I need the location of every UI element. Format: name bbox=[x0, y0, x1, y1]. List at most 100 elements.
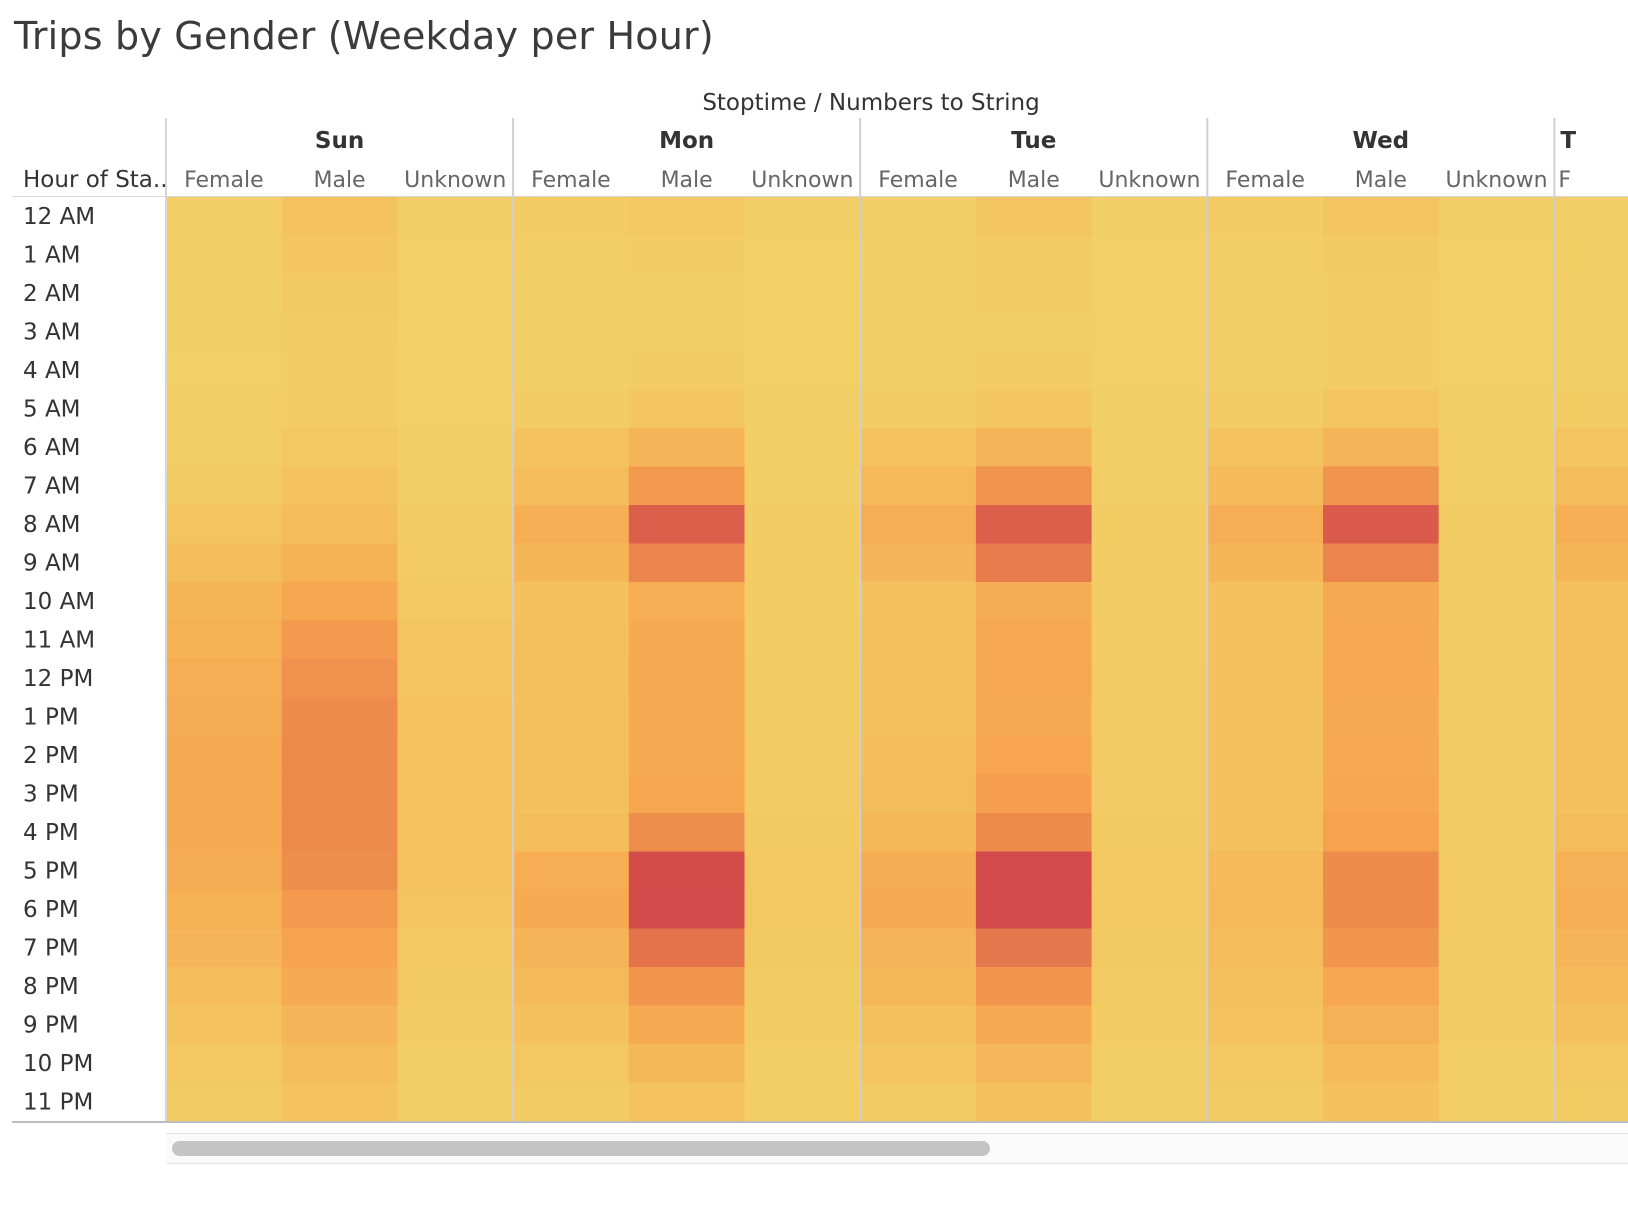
heatmap-cell[interactable] bbox=[1438, 274, 1555, 314]
heatmap-cell[interactable] bbox=[1438, 774, 1555, 814]
heatmap-cell[interactable] bbox=[1438, 428, 1555, 468]
heatmap-cell[interactable] bbox=[281, 235, 398, 275]
heatmap-cell[interactable] bbox=[166, 582, 283, 622]
heatmap-cell[interactable] bbox=[513, 890, 630, 930]
heatmap-cell[interactable] bbox=[397, 851, 514, 891]
heatmap-cell[interactable] bbox=[860, 774, 977, 814]
heatmap-cell[interactable] bbox=[513, 582, 630, 622]
heatmap-cell[interactable] bbox=[397, 505, 514, 545]
heatmap-cell[interactable] bbox=[628, 1005, 746, 1045]
heatmap-cell[interactable] bbox=[513, 1044, 630, 1084]
heatmap-cell[interactable] bbox=[1554, 505, 1628, 545]
heatmap-cell[interactable] bbox=[975, 774, 1093, 814]
heatmap-cell[interactable] bbox=[1554, 466, 1628, 506]
heatmap-cell[interactable] bbox=[1438, 851, 1555, 891]
heatmap-cell[interactable] bbox=[1323, 543, 1440, 583]
heatmap-cell[interactable] bbox=[166, 428, 283, 468]
heatmap-cell[interactable] bbox=[1091, 274, 1208, 314]
heatmap-cell[interactable] bbox=[975, 890, 1093, 930]
heatmap-cell[interactable] bbox=[860, 505, 977, 545]
heatmap-cell[interactable] bbox=[1091, 466, 1208, 506]
heatmap-cell[interactable] bbox=[1323, 659, 1440, 699]
heatmap-cell[interactable] bbox=[1323, 197, 1440, 237]
heatmap-cell[interactable] bbox=[744, 197, 861, 237]
heatmap-cell[interactable] bbox=[1323, 851, 1440, 891]
heatmap-cell[interactable] bbox=[1091, 774, 1208, 814]
heatmap-cell[interactable] bbox=[1091, 351, 1208, 391]
heatmap-cell[interactable] bbox=[1323, 736, 1440, 776]
heatmap-cell[interactable] bbox=[628, 197, 746, 237]
heatmap-cell[interactable] bbox=[744, 543, 861, 583]
heatmap-cell[interactable] bbox=[1438, 967, 1555, 1007]
heatmap-cell[interactable] bbox=[975, 466, 1093, 506]
heatmap-cell[interactable] bbox=[166, 774, 283, 814]
heatmap-cell[interactable] bbox=[1438, 697, 1555, 737]
heatmap-cell[interactable] bbox=[1207, 505, 1324, 545]
heatmap-cell[interactable] bbox=[513, 813, 630, 853]
heatmap-cell[interactable] bbox=[860, 428, 977, 468]
heatmap-cell[interactable] bbox=[397, 620, 514, 660]
heatmap-cell[interactable] bbox=[744, 659, 861, 699]
heatmap-cell[interactable] bbox=[1323, 620, 1440, 660]
heatmap-cell[interactable] bbox=[397, 890, 514, 930]
heatmap-cell[interactable] bbox=[1554, 428, 1628, 468]
heatmap-cell[interactable] bbox=[744, 312, 861, 352]
heatmap-cell[interactable] bbox=[397, 197, 514, 237]
heatmap-cell[interactable] bbox=[1207, 1044, 1324, 1084]
heatmap-cell[interactable] bbox=[628, 620, 746, 660]
heatmap-cell[interactable] bbox=[1438, 543, 1555, 583]
heatmap-cell[interactable] bbox=[1554, 1082, 1628, 1122]
heatmap-cell[interactable] bbox=[860, 235, 977, 275]
heatmap-cell[interactable] bbox=[628, 736, 746, 776]
heatmap-cell[interactable] bbox=[1091, 1005, 1208, 1045]
heatmap-cell[interactable] bbox=[281, 1005, 398, 1045]
heatmap-cell[interactable] bbox=[1207, 736, 1324, 776]
heatmap-cell[interactable] bbox=[628, 312, 746, 352]
heatmap-cell[interactable] bbox=[744, 466, 861, 506]
heatmap-cell[interactable] bbox=[1554, 620, 1628, 660]
heatmap-cell[interactable] bbox=[1554, 813, 1628, 853]
heatmap-cell[interactable] bbox=[975, 1005, 1093, 1045]
heatmap-cell[interactable] bbox=[281, 620, 398, 660]
heatmap-cell[interactable] bbox=[1207, 389, 1324, 429]
heatmap-cell[interactable] bbox=[1554, 582, 1628, 622]
heatmap-cell[interactable] bbox=[860, 543, 977, 583]
heatmap-cell[interactable] bbox=[166, 620, 283, 660]
heatmap-cell[interactable] bbox=[513, 851, 630, 891]
heatmap-cell[interactable] bbox=[975, 351, 1093, 391]
heatmap-cell[interactable] bbox=[744, 582, 861, 622]
heatmap-cell[interactable] bbox=[1554, 235, 1628, 275]
heatmap-cell[interactable] bbox=[281, 351, 398, 391]
heatmap-cell[interactable] bbox=[1323, 967, 1440, 1007]
heatmap-cell[interactable] bbox=[1091, 1044, 1208, 1084]
heatmap-cell[interactable] bbox=[628, 505, 746, 545]
heatmap-cell[interactable] bbox=[166, 813, 283, 853]
heatmap-cell[interactable] bbox=[1438, 1005, 1555, 1045]
heatmap-cell[interactable] bbox=[975, 851, 1093, 891]
heatmap-cell[interactable] bbox=[513, 697, 630, 737]
heatmap-cell[interactable] bbox=[860, 1005, 977, 1045]
heatmap-cell[interactable] bbox=[166, 351, 283, 391]
heatmap-cell[interactable] bbox=[166, 928, 283, 968]
heatmap-cell[interactable] bbox=[513, 736, 630, 776]
heatmap-cell[interactable] bbox=[744, 1082, 861, 1122]
heatmap-cell[interactable] bbox=[513, 774, 630, 814]
heatmap-cell[interactable] bbox=[1323, 505, 1440, 545]
heatmap-cell[interactable] bbox=[397, 967, 514, 1007]
heatmap-cell[interactable] bbox=[1554, 1005, 1628, 1045]
heatmap-cell[interactable] bbox=[975, 389, 1093, 429]
heatmap-cell[interactable] bbox=[1091, 928, 1208, 968]
heatmap-cell[interactable] bbox=[744, 235, 861, 275]
heatmap-cell[interactable] bbox=[1207, 928, 1324, 968]
heatmap-cell[interactable] bbox=[281, 851, 398, 891]
heatmap-cell[interactable] bbox=[1091, 697, 1208, 737]
heatmap-cell[interactable] bbox=[1091, 890, 1208, 930]
heatmap-cell[interactable] bbox=[744, 620, 861, 660]
heatmap-cell[interactable] bbox=[628, 967, 746, 1007]
heatmap-cell[interactable] bbox=[975, 1044, 1093, 1084]
heatmap-cell[interactable] bbox=[860, 312, 977, 352]
heatmap-cell[interactable] bbox=[744, 505, 861, 545]
heatmap-cell[interactable] bbox=[744, 774, 861, 814]
heatmap-cell[interactable] bbox=[397, 1044, 514, 1084]
heatmap-cell[interactable] bbox=[860, 697, 977, 737]
